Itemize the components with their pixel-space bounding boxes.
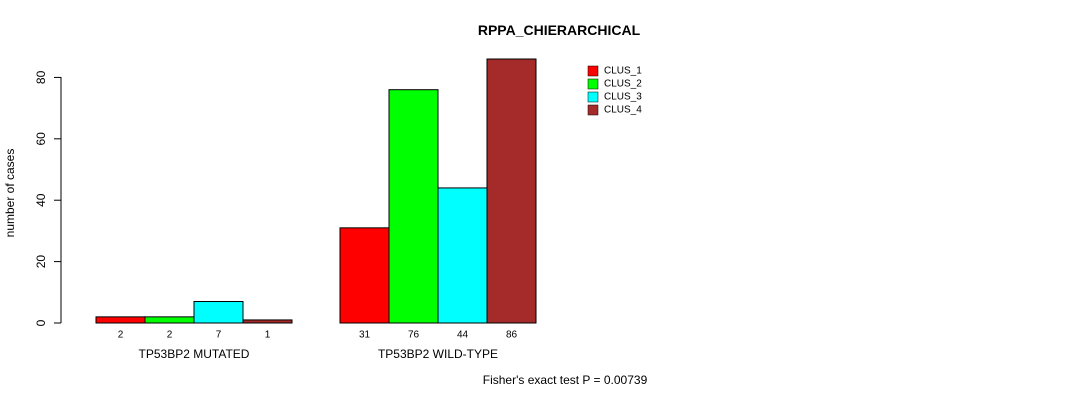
legend-swatch-clus-2 <box>587 78 599 90</box>
legend-label-clus-4: CLUS_4 <box>604 105 642 116</box>
bar-clus-4-wild-type <box>486 58 537 324</box>
legend-label-clus-2: CLUS_2 <box>604 79 642 90</box>
bar-count-label-clus-1-mutated: 2 <box>118 330 124 341</box>
category-label-wild-type: TP53BP2 WILD-TYPE <box>378 347 498 361</box>
bar-clus-2-mutated <box>144 316 195 324</box>
bar-count-label-clus-4-wild-type: 86 <box>506 330 518 341</box>
bar-clus-4-mutated <box>242 319 293 324</box>
bars-layer <box>95 58 537 324</box>
bar-clus-2-wild-type <box>388 89 439 324</box>
bar-count-label-clus-2-wild-type: 76 <box>408 330 420 341</box>
bar-count-label-clus-4-mutated: 1 <box>265 330 271 341</box>
legend-label-clus-3: CLUS_3 <box>604 92 642 103</box>
bar-count-label-clus-2-mutated: 2 <box>167 330 173 341</box>
legend-label-clus-1: CLUS_1 <box>604 66 642 77</box>
legend-swatch-clus-3 <box>587 91 599 103</box>
bar-count-label-clus-3-mutated: 7 <box>216 330 222 341</box>
y-tick-label-0: 0 <box>34 319 48 326</box>
y-tick-label-60: 60 <box>34 132 48 146</box>
y-axis: 0 20 40 60 80 <box>34 70 62 326</box>
bar-count-label-clus-3-wild-type: 44 <box>457 330 469 341</box>
legend: CLUS_1 CLUS_2 CLUS_3 CLUS_4 <box>587 65 642 116</box>
y-tick-label-40: 40 <box>34 193 48 207</box>
chart-title: RPPA_CHIERARCHICAL <box>478 22 641 38</box>
fisher-test-annotation: Fisher's exact test P = 0.00739 <box>483 373 648 387</box>
bar-count-label-clus-1-wild-type: 31 <box>359 330 371 341</box>
bar-clus-1-wild-type <box>339 227 390 324</box>
legend-swatch-clus-4 <box>587 104 599 116</box>
bar-clus-3-mutated <box>193 301 244 324</box>
category-label-mutated: TP53BP2 MUTATED <box>139 347 250 361</box>
y-tick-label-80: 80 <box>34 70 48 84</box>
bar-clus-3-wild-type <box>437 187 488 324</box>
count-labels-layer: 2 2 7 1 31 76 44 86 <box>118 330 518 341</box>
legend-swatch-clus-1 <box>587 65 599 77</box>
y-axis-label: number of cases <box>3 149 17 238</box>
y-tick-label-20: 20 <box>34 255 48 269</box>
category-labels-layer: TP53BP2 MUTATED TP53BP2 WILD-TYPE <box>139 347 498 361</box>
bar-clus-1-mutated <box>95 316 146 324</box>
